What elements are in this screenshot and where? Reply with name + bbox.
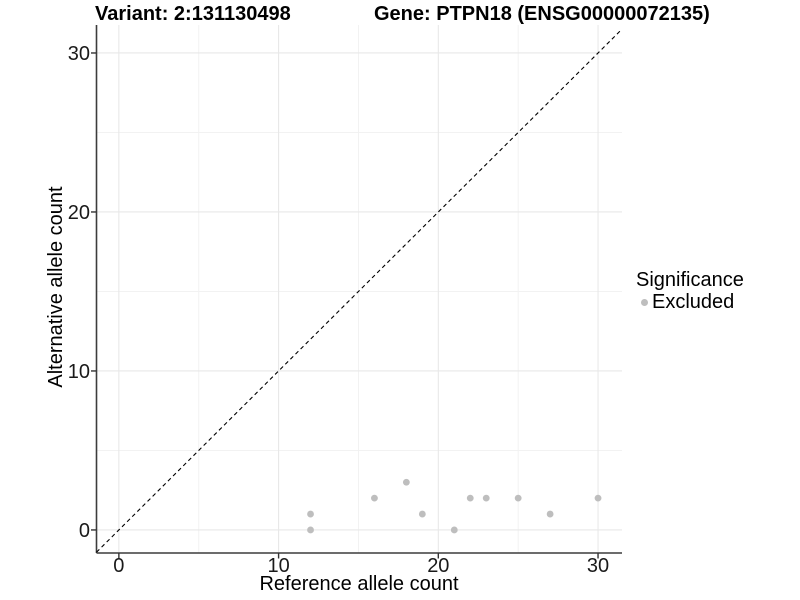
data-point (514, 494, 522, 502)
legend-item-excluded: Excluded (636, 291, 744, 313)
legend-title: Significance (636, 269, 744, 291)
data-point (371, 494, 378, 502)
legend-item-label: Excluded (652, 291, 735, 313)
x-tick-label: 0 (113, 555, 124, 577)
excluded-point-icon (641, 298, 648, 306)
y-axis-title: Alternative allele count (45, 186, 67, 388)
data-point (307, 526, 314, 534)
data-point (450, 526, 458, 534)
x-tick-label: 20 (427, 555, 449, 577)
y-tick-label: 30 (68, 43, 90, 65)
data-point (482, 494, 490, 502)
x-tick-label: 10 (267, 555, 289, 577)
variant-title: Variant: 2:131130498 (95, 3, 291, 25)
identity-line (96, 28, 623, 553)
y-tick-label: 10 (68, 361, 90, 383)
data-point (594, 494, 602, 502)
y-tick-label: 0 (79, 520, 90, 542)
x-axis-title: Reference allele count (259, 573, 459, 595)
data-point (466, 494, 474, 502)
legend: Significance Excluded (636, 269, 744, 313)
data-point (307, 510, 314, 518)
y-tick-label: 20 (68, 202, 90, 224)
data-point (402, 478, 410, 486)
gene-title: Gene: PTPN18 (ENSG00000072135) (374, 3, 710, 25)
data-point (418, 510, 426, 518)
x-tick-label: 30 (587, 555, 609, 577)
data-point (546, 510, 554, 518)
